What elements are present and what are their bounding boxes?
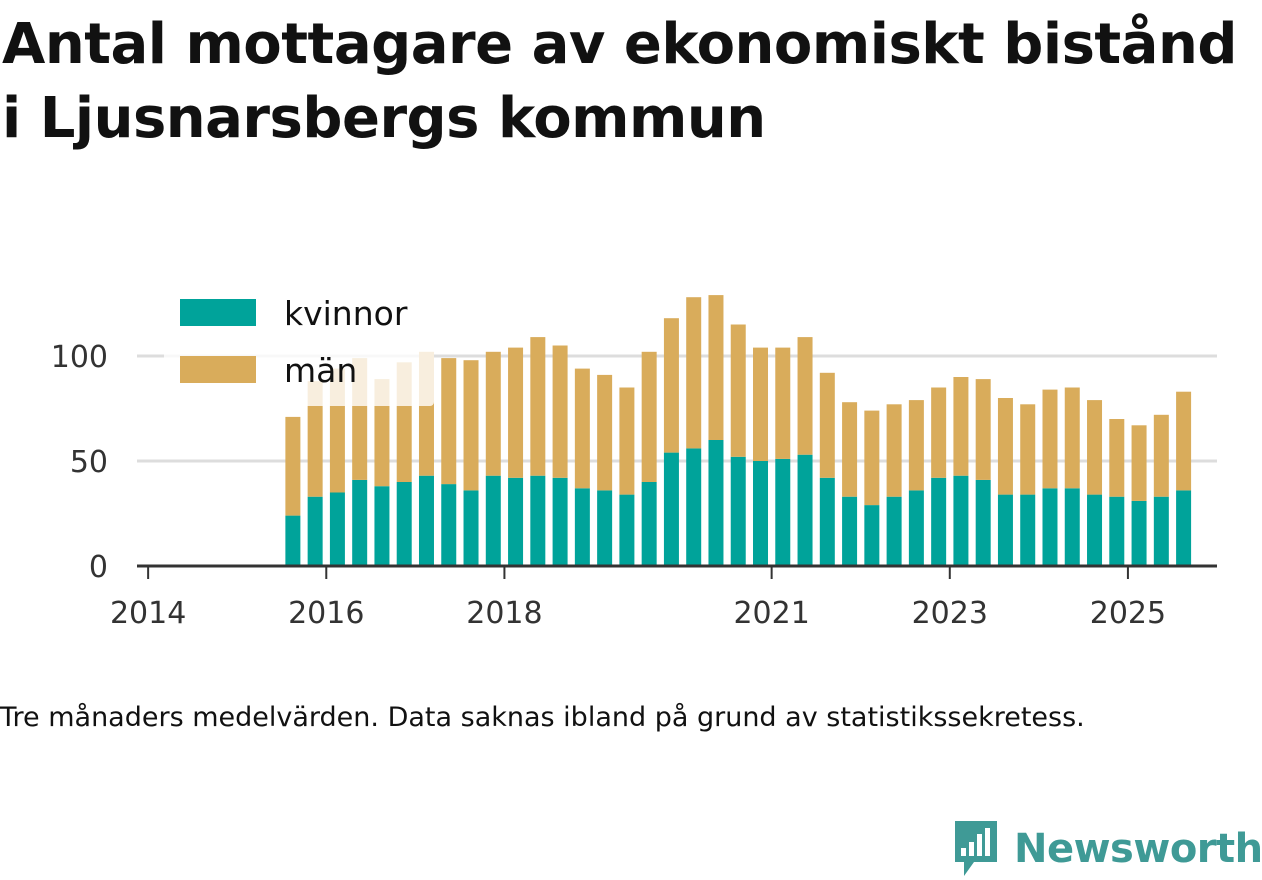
bar-kvinnor <box>797 454 813 566</box>
bar-kvinnor <box>552 477 568 566</box>
bar-man <box>1109 419 1125 497</box>
bar-kvinnor <box>641 482 657 566</box>
bar-kvinnor <box>1087 494 1103 566</box>
bar-man <box>886 404 902 497</box>
bar-kvinnor <box>574 488 590 566</box>
bar-man <box>997 398 1013 495</box>
bar-man <box>1087 400 1103 495</box>
bar-kvinnor <box>997 494 1013 566</box>
bar-man <box>686 297 702 449</box>
chart-title: Antal mottagare av ekonomiskt bistånd i … <box>2 12 1237 151</box>
axes: 2014 2016 2018 2021 2023 2025 0 50 100 <box>51 340 1217 631</box>
bar-man <box>597 374 613 491</box>
bar-kvinnor <box>953 475 969 566</box>
bar-kvinnor <box>1176 490 1192 566</box>
bar-kvinnor <box>396 482 412 566</box>
bar-kvinnor <box>597 490 613 566</box>
bar-kvinnor <box>686 448 702 566</box>
legend-label-man: män <box>284 351 357 390</box>
bar-man <box>908 400 924 491</box>
bar-kvinnor <box>975 479 991 566</box>
bar-kvinnor <box>619 494 635 566</box>
bar-man <box>285 416 301 516</box>
y-tick-label: 50 <box>70 445 108 480</box>
bar-man <box>530 337 546 476</box>
brand-name: Newsworthy <box>1014 826 1262 872</box>
bar-man <box>574 368 590 489</box>
stacked-bar-chart: 2014 2016 2018 2021 2023 2025 0 50 100 kvinnor mä… <box>50 290 1217 631</box>
footnote: Tre månaders medelvärden. Data saknas ib… <box>0 702 1085 733</box>
bar-kvinnor <box>663 452 679 566</box>
bar-man <box>1064 387 1080 489</box>
newsworthy-logo-icon <box>955 821 997 876</box>
bar-kvinnor <box>908 490 924 566</box>
bar-man <box>730 324 746 457</box>
bar-kvinnor <box>1042 488 1058 566</box>
bar-man <box>641 351 657 482</box>
x-tick-label: 2025 <box>1090 596 1166 631</box>
bar-man <box>708 295 724 440</box>
x-tick-label: 2018 <box>466 596 542 631</box>
newsworthy-logo[interactable]: Newsworthy <box>952 818 1262 880</box>
bar-man <box>1131 425 1147 501</box>
bar-man <box>975 379 991 480</box>
bar-kvinnor <box>1064 488 1080 566</box>
bar-kvinnor <box>864 505 880 566</box>
bar-kvinnor <box>530 475 546 566</box>
bar-man <box>307 381 323 497</box>
bar-man <box>753 347 769 461</box>
bar-kvinnor <box>886 496 902 566</box>
bar-kvinnor <box>508 477 524 566</box>
bar-kvinnor <box>374 486 390 566</box>
bar-kvinnor <box>753 461 769 566</box>
bar-kvinnor <box>842 496 858 566</box>
legend-swatch-man <box>180 356 256 383</box>
bar-man <box>864 410 880 506</box>
bars <box>285 295 1192 566</box>
bar-man <box>1042 389 1058 489</box>
bar-man <box>463 360 479 491</box>
bar-man <box>775 347 791 459</box>
bar-kvinnor <box>485 475 501 566</box>
x-tick-label: 2023 <box>912 596 988 631</box>
bar-kvinnor <box>463 490 479 566</box>
bar-man <box>663 318 679 453</box>
y-tick-label: 100 <box>51 340 108 375</box>
bar-man <box>953 377 969 476</box>
bar-man <box>842 402 858 497</box>
bar-kvinnor <box>1020 494 1036 566</box>
bar-man <box>485 351 501 476</box>
bar-man <box>797 337 813 455</box>
bar-man <box>1176 391 1192 491</box>
bar-man <box>619 387 635 495</box>
bar-kvinnor <box>307 496 323 566</box>
legend-swatch-kvinnor <box>180 299 256 326</box>
bar-kvinnor <box>1153 496 1169 566</box>
x-tick-label: 2014 <box>110 596 186 631</box>
legend-label-kvinnor: kvinnor <box>284 294 408 333</box>
bar-man <box>441 358 457 485</box>
bar-kvinnor <box>352 479 368 566</box>
bar-kvinnor <box>819 477 835 566</box>
bar-man <box>1153 414 1169 497</box>
bar-man <box>931 387 947 478</box>
bar-kvinnor <box>441 484 457 566</box>
bar-man <box>1020 404 1036 495</box>
legend: kvinnor män <box>164 290 434 406</box>
bar-kvinnor <box>708 440 724 566</box>
bar-kvinnor <box>1109 496 1125 566</box>
bar-man <box>552 345 568 478</box>
bar-kvinnor <box>1131 500 1147 566</box>
bar-kvinnor <box>730 456 746 566</box>
bar-man <box>819 372 835 478</box>
x-tick-label: 2021 <box>733 596 809 631</box>
x-tick-label: 2016 <box>288 596 364 631</box>
bar-kvinnor <box>418 475 434 566</box>
y-tick-label: 0 <box>89 550 108 585</box>
bar-kvinnor <box>931 477 947 566</box>
bar-kvinnor <box>775 458 791 566</box>
bar-man <box>508 347 524 478</box>
bar-kvinnor <box>285 515 301 566</box>
bar-kvinnor <box>329 492 345 566</box>
